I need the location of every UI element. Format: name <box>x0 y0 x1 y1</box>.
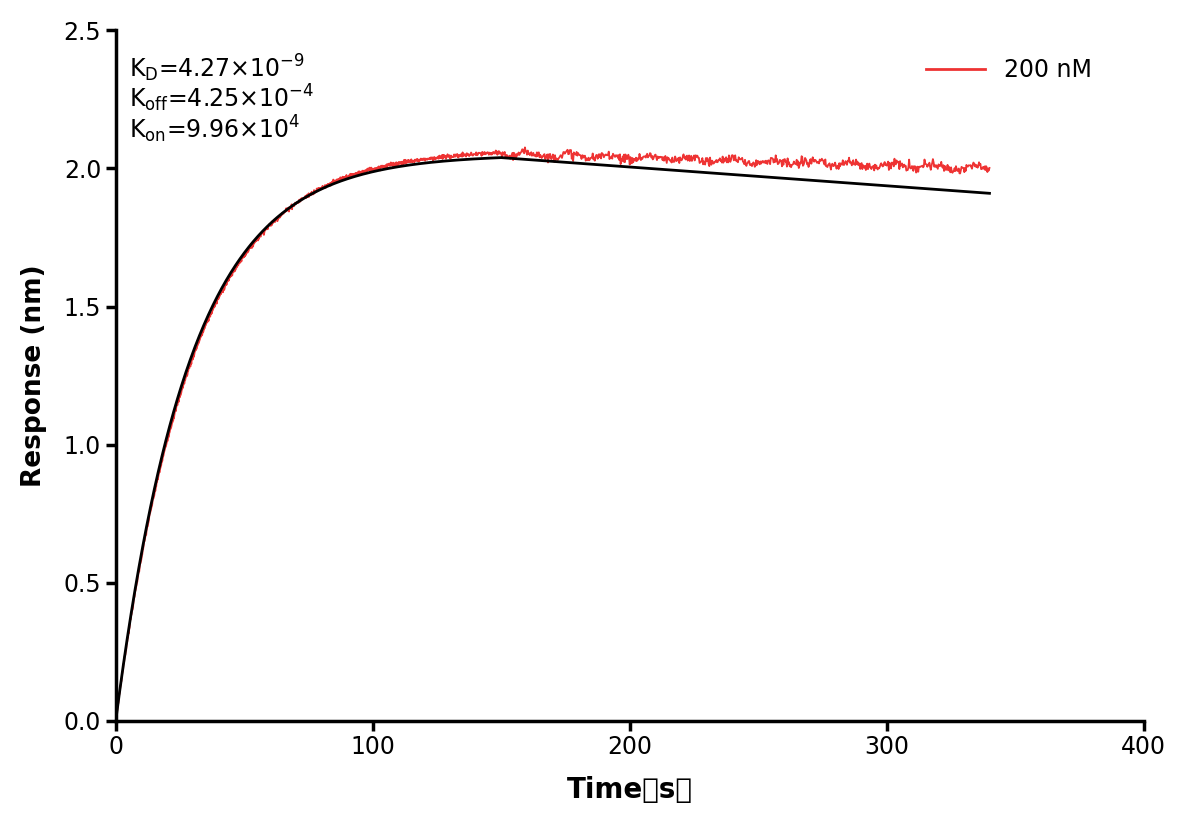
Text: $\mathdefault{K}_\mathdefault{D}$=4.27×10$^{-9}$: $\mathdefault{K}_\mathdefault{D}$=4.27×1… <box>128 53 304 84</box>
X-axis label: Time（s）: Time（s） <box>566 776 693 804</box>
Y-axis label: Response (nm): Response (nm) <box>21 264 46 487</box>
Legend: 200 nM: 200 nM <box>916 49 1102 92</box>
Text: $\mathdefault{K}_\mathdefault{on}$=9.96×10$^{4}$: $\mathdefault{K}_\mathdefault{on}$=9.96×… <box>128 113 299 144</box>
Text: $\mathdefault{K}_\mathdefault{off}$=4.25×10$^{-4}$: $\mathdefault{K}_\mathdefault{off}$=4.25… <box>128 82 313 114</box>
